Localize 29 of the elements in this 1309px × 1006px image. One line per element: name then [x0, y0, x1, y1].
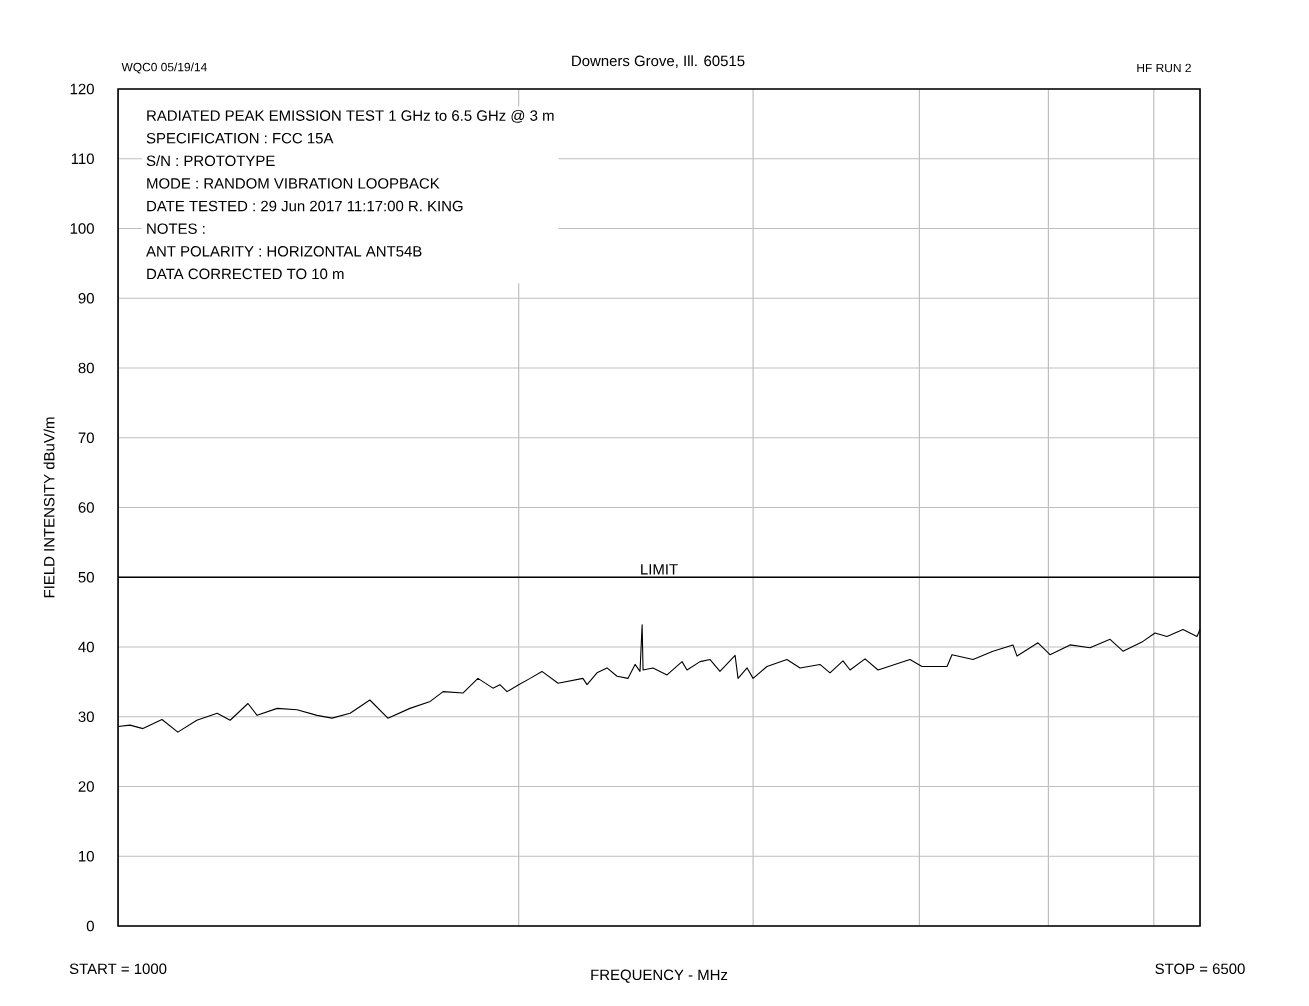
x-tick-label: START = 1000 — [69, 963, 167, 975]
y-tick-label: 80 — [78, 362, 94, 374]
annotation: RADIATED PEAK EMISSION TEST 1 GHz to 6.5 GHz @ 3 m — [147, 109, 554, 123]
y-axis-title: FIELD INTENSITY dBuV/m — [43, 417, 55, 598]
annotation: S/N : PROTOTYPE — [146, 155, 275, 167]
y-tick-label: 100 — [70, 223, 94, 234]
x-tick-label: STOP = 6500 — [1155, 963, 1245, 975]
y-tick-label: 40 — [78, 641, 94, 653]
text: HF RUN 2 — [1137, 63, 1191, 73]
ref-line-label: LIMIT — [641, 564, 678, 575]
y-tick-label: 20 — [78, 781, 94, 792]
y-tick-label: 120 — [70, 83, 94, 95]
y-tick-label: 10 — [79, 850, 94, 862]
text: Downers Grove, Ill. 60515 — [572, 55, 745, 68]
y-tick-label: 70 — [78, 432, 94, 444]
y-tick-label: 0 — [86, 920, 94, 932]
y-tick-label: 60 — [78, 502, 94, 513]
x-axis-title: FREQUENCY - MHz — [591, 969, 728, 983]
annotation: DATE TESTED : 29 Jun 2017 11:17:00 R. KING — [147, 200, 463, 212]
y-tick-label: 110 — [71, 153, 94, 165]
annotation: NOTES : — [147, 223, 205, 234]
annotation: DATA CORRECTED TO 10 m — [147, 268, 344, 280]
annotation: MODE : RANDOM VIBRATION LOOPBACK — [147, 178, 440, 189]
text: WQC0 05/19/14 — [121, 62, 207, 74]
y-tick-label: 50 — [78, 571, 94, 583]
annotation: ANT POLARITY : HORIZONTAL ANT54B — [146, 246, 422, 257]
y-tick-label: 30 — [78, 711, 94, 723]
y-tick-label: 90 — [78, 292, 94, 304]
annotation: SPECIFICATION : FCC 15A — [146, 132, 334, 144]
